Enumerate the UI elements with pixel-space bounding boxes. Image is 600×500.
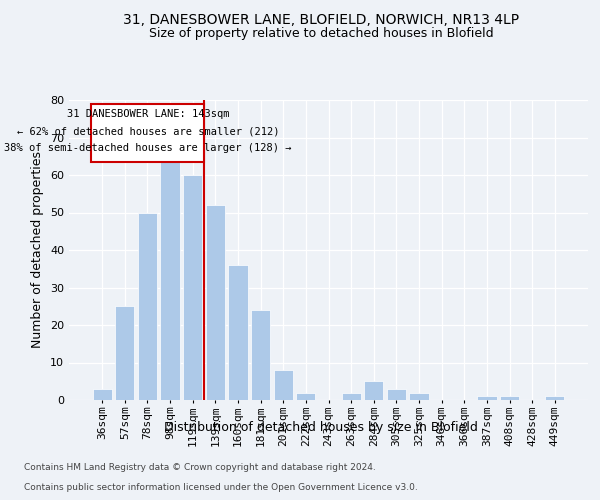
Y-axis label: Number of detached properties: Number of detached properties [31, 152, 44, 348]
Bar [274, 370, 293, 400]
Bar [545, 396, 565, 400]
Bar [115, 306, 134, 400]
Bar [500, 396, 519, 400]
Bar [409, 392, 428, 400]
Bar [364, 381, 383, 400]
Text: Contains HM Land Registry data © Crown copyright and database right 2024.: Contains HM Land Registry data © Crown c… [24, 464, 376, 472]
Bar [251, 310, 270, 400]
Bar [387, 389, 406, 400]
Bar [160, 152, 180, 400]
Bar [183, 175, 202, 400]
FancyBboxPatch shape [91, 104, 205, 162]
Text: Contains public sector information licensed under the Open Government Licence v3: Contains public sector information licen… [24, 484, 418, 492]
Bar [477, 396, 497, 400]
Text: Distribution of detached houses by size in Blofield: Distribution of detached houses by size … [164, 421, 478, 434]
Bar [229, 265, 248, 400]
Text: Size of property relative to detached houses in Blofield: Size of property relative to detached ho… [149, 28, 493, 40]
Bar [206, 205, 225, 400]
Bar [92, 389, 112, 400]
Bar [296, 392, 316, 400]
Text: 31, DANESBOWER LANE, BLOFIELD, NORWICH, NR13 4LP: 31, DANESBOWER LANE, BLOFIELD, NORWICH, … [123, 12, 519, 26]
Text: 31 DANESBOWER LANE: 143sqm: 31 DANESBOWER LANE: 143sqm [67, 110, 229, 120]
Text: ← 62% of detached houses are smaller (212): ← 62% of detached houses are smaller (21… [17, 126, 279, 136]
Bar [341, 392, 361, 400]
Bar [138, 212, 157, 400]
Text: 38% of semi-detached houses are larger (128) →: 38% of semi-detached houses are larger (… [4, 143, 292, 153]
